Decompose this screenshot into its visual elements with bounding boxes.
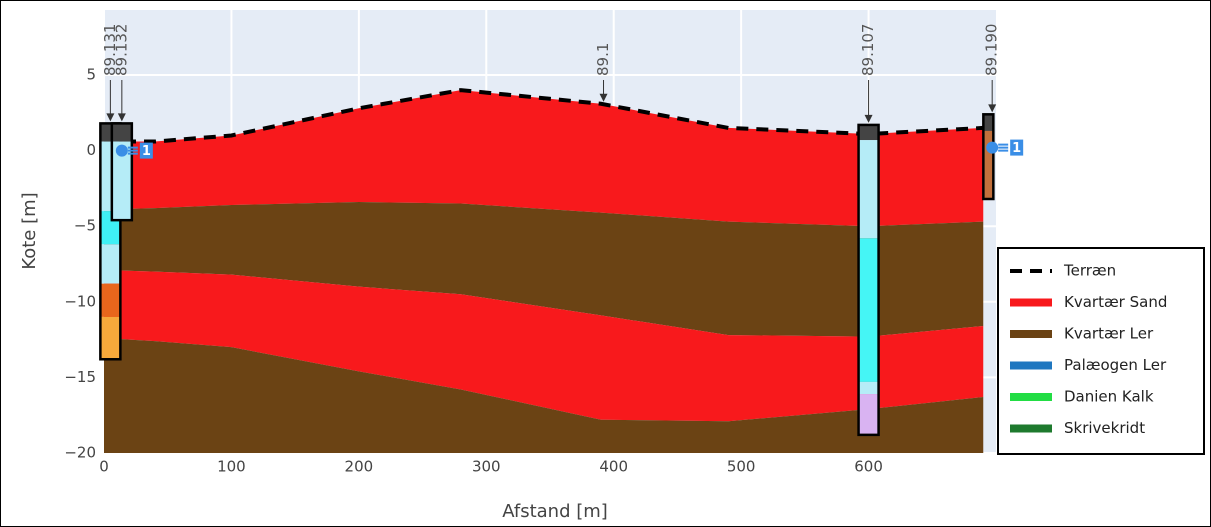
x-tick-label: 200 bbox=[345, 458, 374, 476]
y-axis-title: Kote [m] bbox=[19, 192, 40, 269]
x-tick-label: 100 bbox=[217, 458, 246, 476]
x-tick-label: 600 bbox=[854, 458, 883, 476]
borehole-segment bbox=[983, 131, 993, 199]
annotation-label: 89.1 bbox=[594, 43, 612, 76]
legend-label: Kvartær Sand bbox=[1064, 293, 1167, 311]
legend: Terræn Kvartær Sand Kvartær Ler Palæogen Le… bbox=[998, 248, 1204, 454]
well-icon bbox=[998, 145, 1008, 151]
legend-label: Skrivekridt bbox=[1064, 419, 1145, 437]
legend-label: Terræn bbox=[1063, 262, 1116, 280]
annotation-label: 89.190 bbox=[983, 24, 1001, 77]
x-tick-label: 0 bbox=[99, 458, 109, 476]
borehole-segment bbox=[983, 114, 993, 131]
annotation-label: 89.107 bbox=[859, 24, 877, 77]
y-tick-label: −15 bbox=[64, 368, 96, 386]
x-tick-label: 300 bbox=[472, 458, 501, 476]
annotation-label: 89.132 bbox=[112, 24, 130, 77]
well-marker bbox=[986, 142, 998, 154]
well-label: 1 bbox=[142, 144, 151, 159]
y-tick-label: 0 bbox=[86, 141, 96, 159]
well-icon bbox=[128, 148, 138, 154]
borehole-segment bbox=[859, 140, 879, 238]
x-tick-label: 400 bbox=[599, 458, 628, 476]
borehole-segment bbox=[100, 244, 120, 283]
chart: 1189.13189.13289.189.10789.190 Afstand [… bbox=[0, 0, 1211, 527]
borehole-segment bbox=[859, 125, 879, 140]
legend-label: Palæogen Ler bbox=[1064, 356, 1167, 374]
y-tick-label: −5 bbox=[74, 217, 96, 235]
y-tick-label: −10 bbox=[64, 292, 96, 310]
borehole-segment bbox=[859, 382, 879, 394]
well-label: 1 bbox=[1012, 141, 1021, 156]
well-marker bbox=[116, 145, 128, 157]
legend-label: Danien Kalk bbox=[1064, 388, 1154, 406]
x-axis-title: Afstand [m] bbox=[502, 501, 608, 522]
legend-label: Kvartær Ler bbox=[1064, 325, 1154, 343]
borehole-segment bbox=[112, 123, 132, 141]
borehole-segment bbox=[100, 317, 120, 359]
borehole-segment bbox=[859, 238, 879, 382]
y-tick-label: −20 bbox=[64, 444, 96, 462]
y-tick-label: 5 bbox=[86, 66, 96, 84]
x-tick-label: 500 bbox=[727, 458, 756, 476]
borehole-segment bbox=[859, 394, 879, 435]
borehole-segment bbox=[100, 284, 120, 317]
